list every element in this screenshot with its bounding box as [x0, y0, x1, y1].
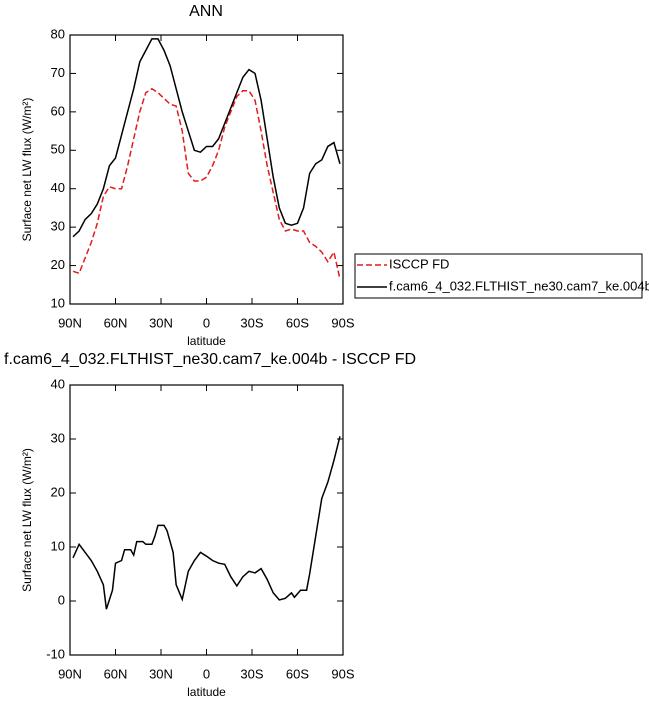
y-tick-label: 40 — [51, 376, 65, 391]
y-tick-label: 30 — [51, 430, 65, 445]
x-tick-label: 60N — [104, 666, 128, 681]
x-axis-label: latitude — [187, 685, 226, 699]
x-tick-label: 90N — [58, 666, 82, 681]
y-tick-label: 30 — [51, 219, 65, 234]
legend-label: ISCCP FD — [389, 256, 449, 271]
x-tick-label: 0 — [203, 666, 210, 681]
y-axis-label: Surface net LW flux (W/m²) — [20, 448, 34, 592]
y-tick-label: 10 — [51, 295, 65, 310]
y-tick-label: 50 — [51, 142, 65, 157]
x-tick-label: 60S — [286, 315, 309, 330]
y-tick-label: 0 — [58, 592, 65, 607]
x-axis-label: latitude — [187, 334, 226, 348]
x-tick-label: 60S — [286, 666, 309, 681]
chart-title: ANN — [189, 3, 223, 20]
x-tick-label: 90S — [331, 666, 354, 681]
x-tick-label: 30N — [149, 315, 173, 330]
x-tick-label: 90N — [58, 315, 82, 330]
plot-frame — [69, 384, 344, 656]
data-line — [72, 87, 341, 280]
x-tick-label: 30N — [149, 666, 173, 681]
chart-title: f.cam6_4_032.FLTHIST_ne30.cam7_ke.004b -… — [4, 351, 416, 368]
y-tick-label: 80 — [51, 26, 65, 41]
data-line — [72, 38, 341, 238]
y-tick-label: 10 — [51, 538, 65, 553]
y-tick-label: -10 — [46, 646, 65, 661]
x-tick-label: 0 — [203, 315, 210, 330]
y-tick-label: 20 — [51, 257, 65, 272]
y-tick-label: 70 — [51, 65, 65, 80]
y-axis-label: Surface net LW flux (W/m²) — [20, 98, 34, 242]
legend-box — [354, 253, 643, 299]
x-tick-label: 60N — [104, 315, 128, 330]
y-tick-label: 20 — [51, 484, 65, 499]
plot-frame — [69, 34, 344, 305]
x-tick-label: 90S — [331, 315, 354, 330]
y-tick-label: 60 — [51, 103, 65, 118]
y-tick-label: 40 — [51, 180, 65, 195]
legend-label: f.cam6_4_032.FLTHIST_ne30.cam7_ke.004b — [389, 278, 649, 293]
data-line — [72, 436, 341, 610]
x-tick-label: 30S — [240, 315, 263, 330]
x-tick-label: 30S — [240, 666, 263, 681]
